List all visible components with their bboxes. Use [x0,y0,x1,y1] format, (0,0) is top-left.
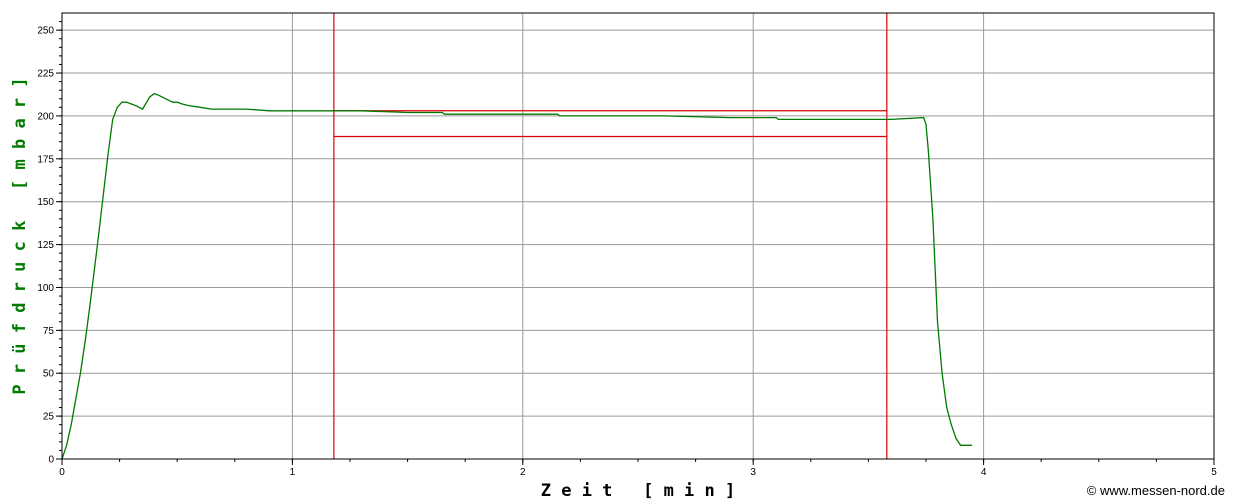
x-tick-label: 4 [981,467,987,478]
y-tick-label: 75 [43,326,55,337]
plot-area [62,13,1214,459]
y-tick-label: 100 [37,283,54,294]
y-axis-title: P r ü f d r u c k [ m b a r ] [10,77,30,394]
plot-frame [61,12,1215,460]
y-tick-label: 0 [48,455,54,466]
y-tick-label: 125 [37,240,54,251]
y-tick-label: 225 [37,69,54,80]
x-tick-label: 2 [520,467,526,478]
y-tick-label: 25 [43,412,55,423]
limit-markers [333,13,888,459]
x-axis-title: Z e i t [ m i n ] [541,481,735,499]
y-tick-label: 50 [43,369,55,380]
copyright-credit: © www.messen-nord.de [1086,483,1225,498]
y-tick-label: 250 [37,26,54,37]
y-tick-label: 200 [37,111,54,122]
pressure-curve [61,92,973,460]
x-tick-label: 0 [59,467,65,478]
x-tick-label: 1 [290,467,296,478]
y-tick-label: 150 [37,197,54,208]
y-tick-label: 175 [37,154,54,165]
grid [62,13,1214,459]
x-tick-label: 3 [750,467,756,478]
axes [56,12,1215,465]
series-layer [61,92,973,460]
x-tick-label: 5 [1211,467,1217,478]
